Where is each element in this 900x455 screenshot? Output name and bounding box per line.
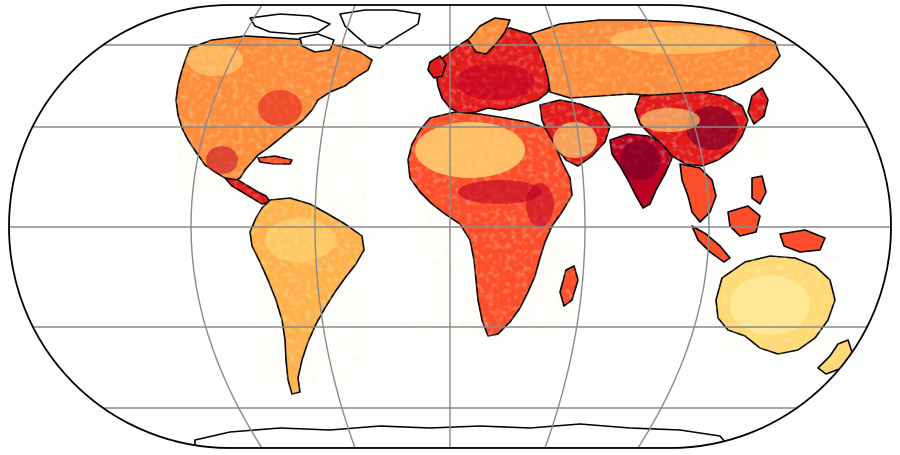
hotspot-sahel: [458, 180, 542, 204]
hotspot-us-east: [258, 90, 302, 126]
land-arctic-islands: [249, 13, 331, 35]
pale-australia: [730, 275, 810, 335]
pale-tibet: [640, 108, 700, 132]
hotspot-india: [620, 140, 660, 180]
pale-arabia: [553, 122, 597, 158]
hotspot-china: [686, 106, 738, 150]
meridian-line: [637, 5, 710, 448]
meridian-line: [544, 5, 586, 448]
pale-canada: [187, 44, 243, 76]
hotspots: [206, 64, 738, 227]
land-southeast-asia: [679, 163, 717, 223]
land-greenland: [339, 9, 421, 49]
hotspot-europe: [455, 64, 535, 100]
pale-siberia: [610, 26, 750, 54]
hotspot-east-africa: [526, 183, 554, 227]
meridian-line: [314, 5, 356, 448]
globe-outline: [8, 4, 892, 449]
land-borneo: [727, 205, 761, 237]
meridian-line: [190, 5, 263, 448]
graticule: [9, 5, 891, 448]
hotspot-mexico: [206, 146, 238, 174]
pale-amazon: [265, 218, 335, 262]
pale-sahara: [415, 122, 525, 178]
land-new-guinea: [779, 229, 826, 253]
pale-regions: [187, 26, 810, 335]
land-philippines: [751, 175, 767, 205]
